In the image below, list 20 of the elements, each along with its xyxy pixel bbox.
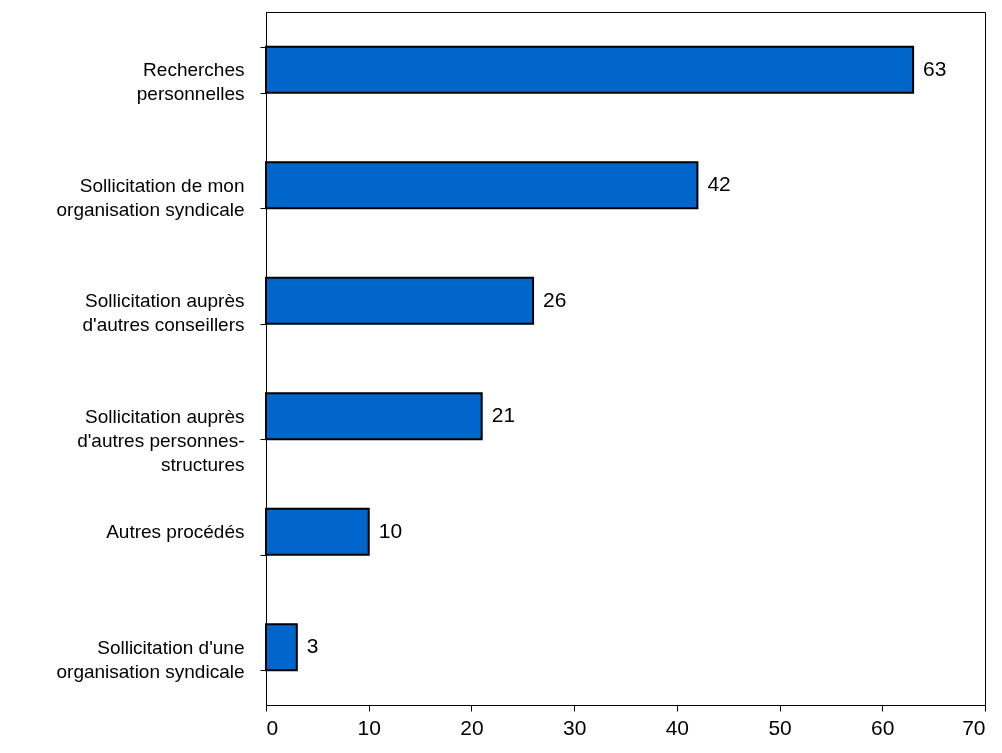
x-tick-label: 0 [266,715,279,739]
data-label: 26 [543,287,567,311]
y-tick-label: Sollicitation auprès d'autres personnes- structures [77,405,245,475]
x-tick-label: 10 [357,715,381,739]
y-tick-label: Sollicitation d'une organisation syndicale [56,636,245,682]
x-tick-label: 70 [962,715,986,739]
x-tick-label: 30 [562,715,587,739]
data-label: 10 [378,518,403,542]
data-label: 21 [491,403,516,427]
x-tick-label: 50 [768,715,792,739]
data-label: 3 [306,634,319,658]
data-label: 63 [923,56,947,80]
y-tick-label: Autres procédés [106,521,245,543]
y-tick-label: Sollicitation auprès d'autres conseillers [82,290,245,336]
x-tick-label: 40 [665,715,690,739]
data-label: 42 [707,172,731,196]
y-tick-label: Sollicitation de mon organisation syndicale [56,174,245,220]
x-tick-label: 60 [871,715,895,739]
x-tick-label: 20 [460,715,484,739]
y-tick-label: Recherches personnelles [136,59,245,105]
